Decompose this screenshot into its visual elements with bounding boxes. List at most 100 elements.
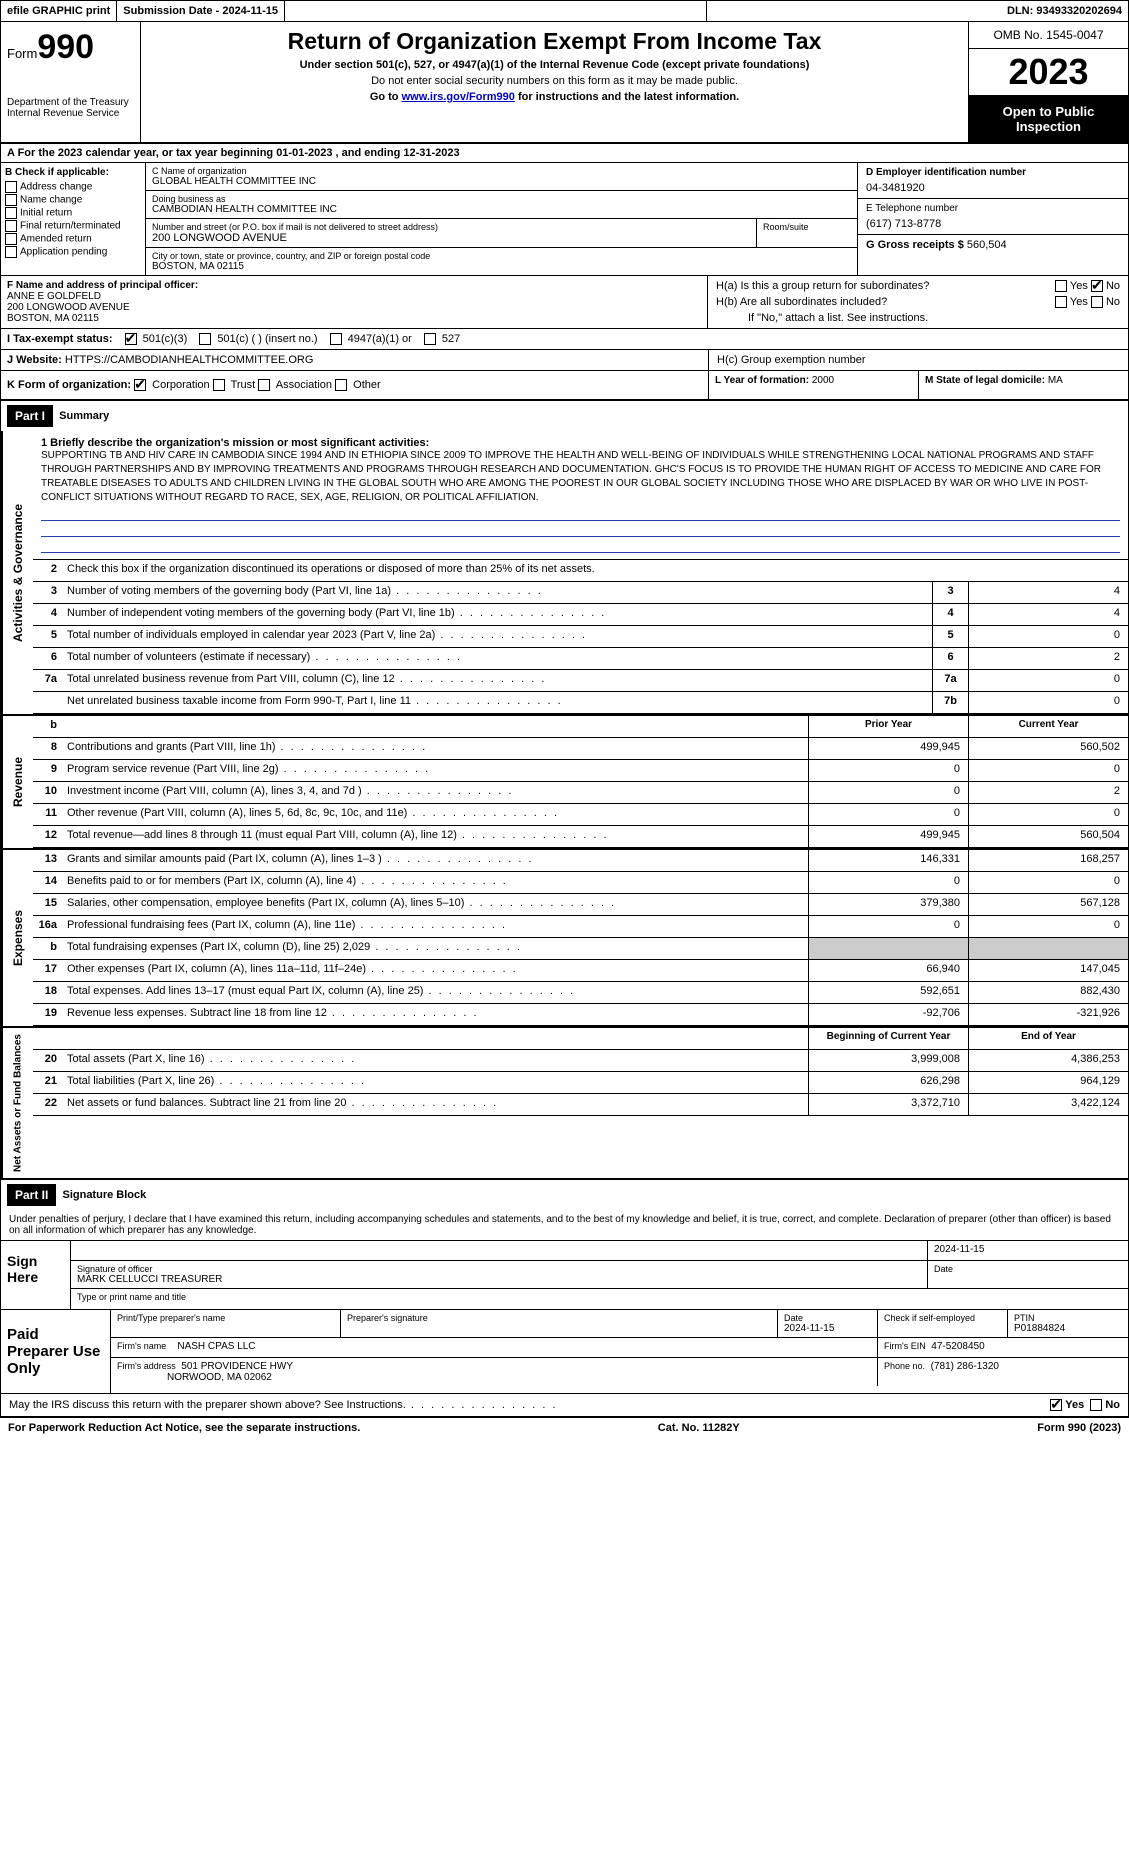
row-desc: Program service revenue (Part VIII, line… (61, 760, 808, 781)
ptin-cell: PTIN P01884824 (1008, 1310, 1128, 1337)
discuss-yes[interactable] (1050, 1399, 1062, 1411)
sig-date-value: 2024-11-15 (928, 1241, 1128, 1260)
yes-txt2: Yes (1070, 296, 1088, 308)
chk-other[interactable] (335, 379, 347, 391)
goto-line: Go to www.irs.gov/Form990 for instructio… (147, 91, 962, 103)
i-o4: 527 (442, 333, 460, 345)
row-desc: Grants and similar amounts paid (Part IX… (61, 850, 808, 871)
row-current: 567,128 (968, 894, 1128, 915)
side-gov: Activities & Governance (1, 431, 33, 714)
row-current (968, 938, 1128, 959)
i-o1: 501(c)(3) (143, 333, 188, 345)
dln-cell: DLN: 93493320202694 (707, 1, 1128, 21)
part2-header: Part II Signature Block (0, 1180, 1129, 1210)
chk-4947[interactable] (330, 333, 342, 345)
row-box: 4 (932, 604, 968, 625)
row-prior: 146,331 (808, 850, 968, 871)
row-desc: Total liabilities (Part X, line 26) (61, 1072, 808, 1093)
k-opt0: Corporation (152, 379, 209, 391)
row-a: A For the 2023 calendar year, or tax yea… (0, 144, 1129, 163)
org-name: GLOBAL HEALTH COMMITTEE INC (152, 176, 851, 187)
chk-527[interactable] (424, 333, 436, 345)
row-num: 10 (33, 782, 61, 803)
firm-city-val: NORWOOD, MA 02062 (167, 1372, 272, 1383)
hb-no[interactable] (1091, 296, 1103, 308)
row-num: 20 (33, 1050, 61, 1071)
col-d: D Employer identification number 04-3481… (858, 163, 1128, 275)
chk-name-change[interactable]: Name change (5, 194, 141, 206)
date-lbl: Date (928, 1261, 1128, 1288)
discuss-no[interactable] (1090, 1399, 1102, 1411)
ha-yes[interactable] (1055, 280, 1067, 292)
no-txt: No (1106, 280, 1120, 292)
row-desc: Other revenue (Part VIII, column (A), li… (61, 804, 808, 825)
chk-initial-return[interactable]: Initial return (5, 207, 141, 219)
header-block: Form990 Department of the Treasury Inter… (0, 22, 1129, 144)
chk-address-change[interactable]: Address change (5, 181, 141, 193)
website: HTTPS://CAMBODIANHEALTHCOMMITTEE.ORG (65, 354, 314, 366)
row-desc: Net unrelated business taxable income fr… (61, 692, 932, 713)
phone-cell: Phone no. (781) 286-1320 (878, 1358, 1128, 1386)
chk-application-pending[interactable]: Application pending (5, 246, 141, 258)
blank-desc (61, 1028, 808, 1049)
header-center: Return of Organization Exempt From Incom… (141, 22, 968, 142)
self-emp-cell: Check if self-employed (878, 1310, 1008, 1337)
ptin-lbl: PTIN (1014, 1313, 1122, 1323)
k-label: K Form of organization: (7, 379, 131, 391)
chk-501c[interactable] (199, 333, 211, 345)
opt-3: Final return/terminated (20, 221, 121, 232)
exp-row: 14 Benefits paid to or for members (Part… (33, 872, 1128, 894)
prep-line-2: Firm's name NASH CPAS LLC Firm's EIN 47-… (111, 1338, 1128, 1358)
dba-label: Doing business as (152, 194, 851, 204)
i-label: I Tax-exempt status: (7, 333, 113, 345)
gross-value: 560,504 (967, 239, 1007, 251)
q2-num: 2 (33, 560, 61, 581)
open-inspection: Open to Public Inspection (969, 96, 1128, 142)
row-current: 147,045 (968, 960, 1128, 981)
row-num: 3 (33, 582, 61, 603)
chk-corp[interactable] (134, 379, 146, 391)
chk-final-return[interactable]: Final return/terminated (5, 220, 141, 232)
row-desc: Net assets or fund balances. Subtract li… (61, 1094, 808, 1115)
addr-label: Number and street (or P.O. box if mail i… (152, 222, 750, 232)
cat-no: Cat. No. 11282Y (658, 1422, 740, 1434)
tel-row: E Telephone number (617) 713-8778 (858, 199, 1128, 235)
chk-amended-return[interactable]: Amended return (5, 233, 141, 245)
dln-label: DLN: (1007, 5, 1036, 17)
chk-assoc[interactable] (258, 379, 270, 391)
row-begin: 3,372,710 (808, 1094, 968, 1115)
ssn-notice: Do not enter social security numbers on … (147, 75, 962, 87)
street-cell: Number and street (or P.O. box if mail i… (146, 219, 757, 247)
form-num: 990 (37, 28, 94, 66)
row-desc: Total assets (Part X, line 16) (61, 1050, 808, 1071)
chk-501c3[interactable] (125, 333, 137, 345)
goto-link[interactable]: www.irs.gov/Form990 (402, 91, 515, 103)
hb-yes[interactable] (1055, 296, 1067, 308)
subdate-cell: Submission Date - 2024-11-15 (117, 1, 285, 21)
discuss-text: May the IRS discuss this return with the… (9, 1399, 558, 1411)
part1-subtitle: Summary (59, 410, 109, 422)
perjury-text: Under penalties of perjury, I declare th… (1, 1210, 1128, 1240)
end-year-header: End of Year (968, 1028, 1128, 1049)
k-opt3: Other (353, 379, 381, 391)
row-current: 560,502 (968, 738, 1128, 759)
ein-value: 04-3481920 (866, 182, 1120, 194)
section-bcd: B Check if applicable: Address change Na… (0, 163, 1129, 276)
chk-trust[interactable] (213, 379, 225, 391)
opt-4: Amended return (20, 234, 92, 245)
side-rev: Revenue (1, 716, 33, 848)
exp-row: 16a Professional fundraising fees (Part … (33, 916, 1128, 938)
hb-row: H(b) Are all subordinates included? Yes … (716, 296, 1120, 308)
form-label: Form (7, 46, 37, 61)
row-num: 8 (33, 738, 61, 759)
row-desc: Number of voting members of the governin… (61, 582, 932, 603)
officer-addr2: BOSTON, MA 02115 (7, 313, 99, 324)
gov-row: 5 Total number of individuals employed i… (33, 626, 1128, 648)
row-num (33, 692, 61, 713)
i-o2: 501(c) ( ) (insert no.) (217, 333, 317, 345)
ha-no[interactable] (1091, 280, 1103, 292)
gov-body: 1 Briefly describe the organization's mi… (33, 431, 1128, 714)
i-o3: 4947(a)(1) or (348, 333, 412, 345)
ha-row: H(a) Is this a group return for subordin… (716, 280, 1120, 292)
row-desc: Contributions and grants (Part VIII, lin… (61, 738, 808, 759)
